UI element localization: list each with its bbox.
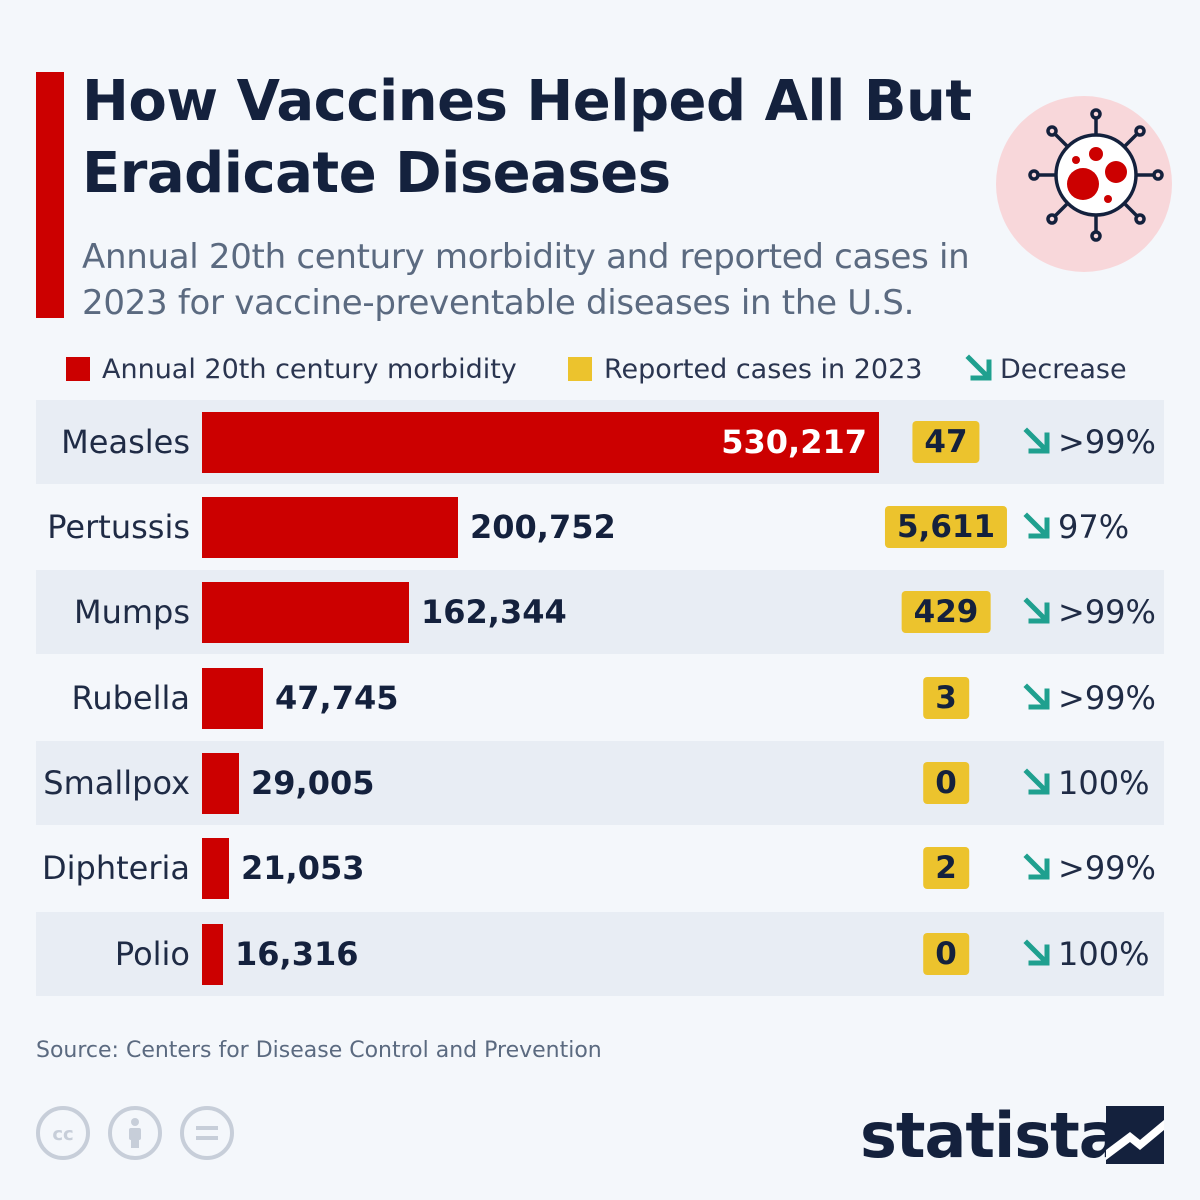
badge-reported: 0 [923, 762, 969, 804]
decrease-value: 100% [1058, 935, 1150, 973]
no-derivatives-icon[interactable] [180, 1106, 234, 1160]
bar-morbidity [202, 668, 263, 729]
decrease-cell: >99% [1022, 656, 1156, 740]
legend-label-decrease: Decrease [1000, 354, 1127, 385]
category-label: Smallpox [43, 764, 190, 802]
decrease-cell: >99% [1022, 826, 1156, 910]
legend: Annual 20th century morbidity Reported c… [66, 348, 1166, 392]
badge-reported: 2 [923, 847, 969, 889]
title-accent-bar [36, 72, 64, 318]
chart-row: Measles 530,217 47 >99% [36, 400, 1164, 484]
chart-row: Diphteria 21,053 2 >99% [36, 826, 1164, 910]
legend-item-reported: Reported cases in 2023 [568, 348, 922, 392]
category-label: Diphteria [41, 849, 190, 887]
decrease-cell: >99% [1022, 570, 1156, 654]
arrow-down-right-icon [1023, 768, 1050, 795]
badge-reported: 3 [923, 677, 969, 719]
legend-item-decrease: Decrease [964, 348, 1127, 392]
value-label-morbidity: 29,005 [251, 764, 375, 802]
decrease-cell: >99% [1022, 400, 1156, 484]
value-label-morbidity: 47,745 [275, 679, 399, 717]
bar-morbidity [202, 412, 879, 473]
legend-label-reported: Reported cases in 2023 [604, 354, 923, 385]
chart-title: How Vaccines Helped All But Eradicate Di… [82, 69, 972, 206]
decrease-value: >99% [1058, 593, 1156, 631]
bar-morbidity [202, 838, 229, 899]
arrow-down-right-icon [1023, 853, 1050, 880]
arrow-down-right-icon [1023, 597, 1050, 624]
bar-morbidity [202, 582, 409, 643]
chart-row: Pertussis 200,752 5,611 97% [36, 485, 1164, 569]
badge-reported: 429 [901, 591, 991, 633]
legend-swatch-morbidity [66, 356, 90, 381]
license-icons: cc [36, 1106, 246, 1166]
decrease-cell: 100% [1022, 912, 1149, 996]
value-label-morbidity: 162,344 [421, 593, 567, 631]
virus-icon [996, 96, 1172, 272]
value-label-morbidity: 16,316 [235, 935, 359, 973]
bar-morbidity [202, 924, 223, 985]
arrow-down-right-icon [1023, 939, 1050, 966]
source-note: Source: Centers for Disease Control and … [36, 1038, 602, 1063]
value-label-morbidity: 21,053 [241, 849, 365, 887]
arrow-down-right-icon [1023, 427, 1050, 454]
decrease-value: 97% [1058, 508, 1130, 546]
arrow-down-right-icon [1023, 512, 1050, 539]
decrease-value: >99% [1058, 423, 1156, 461]
arrow-down-right-icon [1023, 683, 1050, 710]
legend-label-morbidity: Annual 20th century morbidity [102, 354, 517, 385]
statista-logo[interactable]: statista [860, 1096, 1170, 1176]
chart-row: Mumps 162,344 429 >99% [36, 570, 1164, 654]
value-label-morbidity: 200,752 [470, 508, 616, 546]
category-label: Rubella [71, 679, 190, 717]
decrease-cell: 97% [1022, 485, 1129, 569]
decrease-value: >99% [1058, 679, 1156, 717]
brand-wordmark: statista [860, 1099, 1121, 1172]
legend-swatch-reported [568, 356, 592, 381]
chart-row: Polio 16,316 0 100% [36, 912, 1164, 996]
badge-reported: 47 [912, 421, 980, 463]
category-label: Pertussis [47, 508, 190, 546]
bar-morbidity [202, 497, 458, 558]
badge-reported: 0 [923, 933, 969, 975]
decrease-value: >99% [1058, 849, 1156, 887]
svg-text:cc: cc [52, 1124, 73, 1145]
decrease-cell: 100% [1022, 741, 1149, 825]
arrow-down-right-icon [965, 353, 992, 380]
chart-row: Rubella 47,745 3 >99% [36, 656, 1164, 740]
attribution-icon[interactable] [108, 1106, 162, 1160]
value-label-morbidity: 530,217 [721, 423, 867, 461]
chart-row: Smallpox 29,005 0 100% [36, 741, 1164, 825]
legend-item-morbidity: Annual 20th century morbidity [66, 348, 517, 392]
category-label: Mumps [73, 593, 190, 631]
chart-subtitle: Annual 20th century morbidity and report… [82, 237, 970, 323]
statista-logo-icon [1106, 1106, 1164, 1164]
decrease-value: 100% [1058, 764, 1150, 802]
cc-icon[interactable]: cc [36, 1106, 90, 1160]
bar-morbidity [202, 753, 239, 814]
category-label: Polio [114, 935, 190, 973]
category-label: Measles [61, 423, 190, 461]
badge-reported: 5,611 [884, 506, 1008, 548]
